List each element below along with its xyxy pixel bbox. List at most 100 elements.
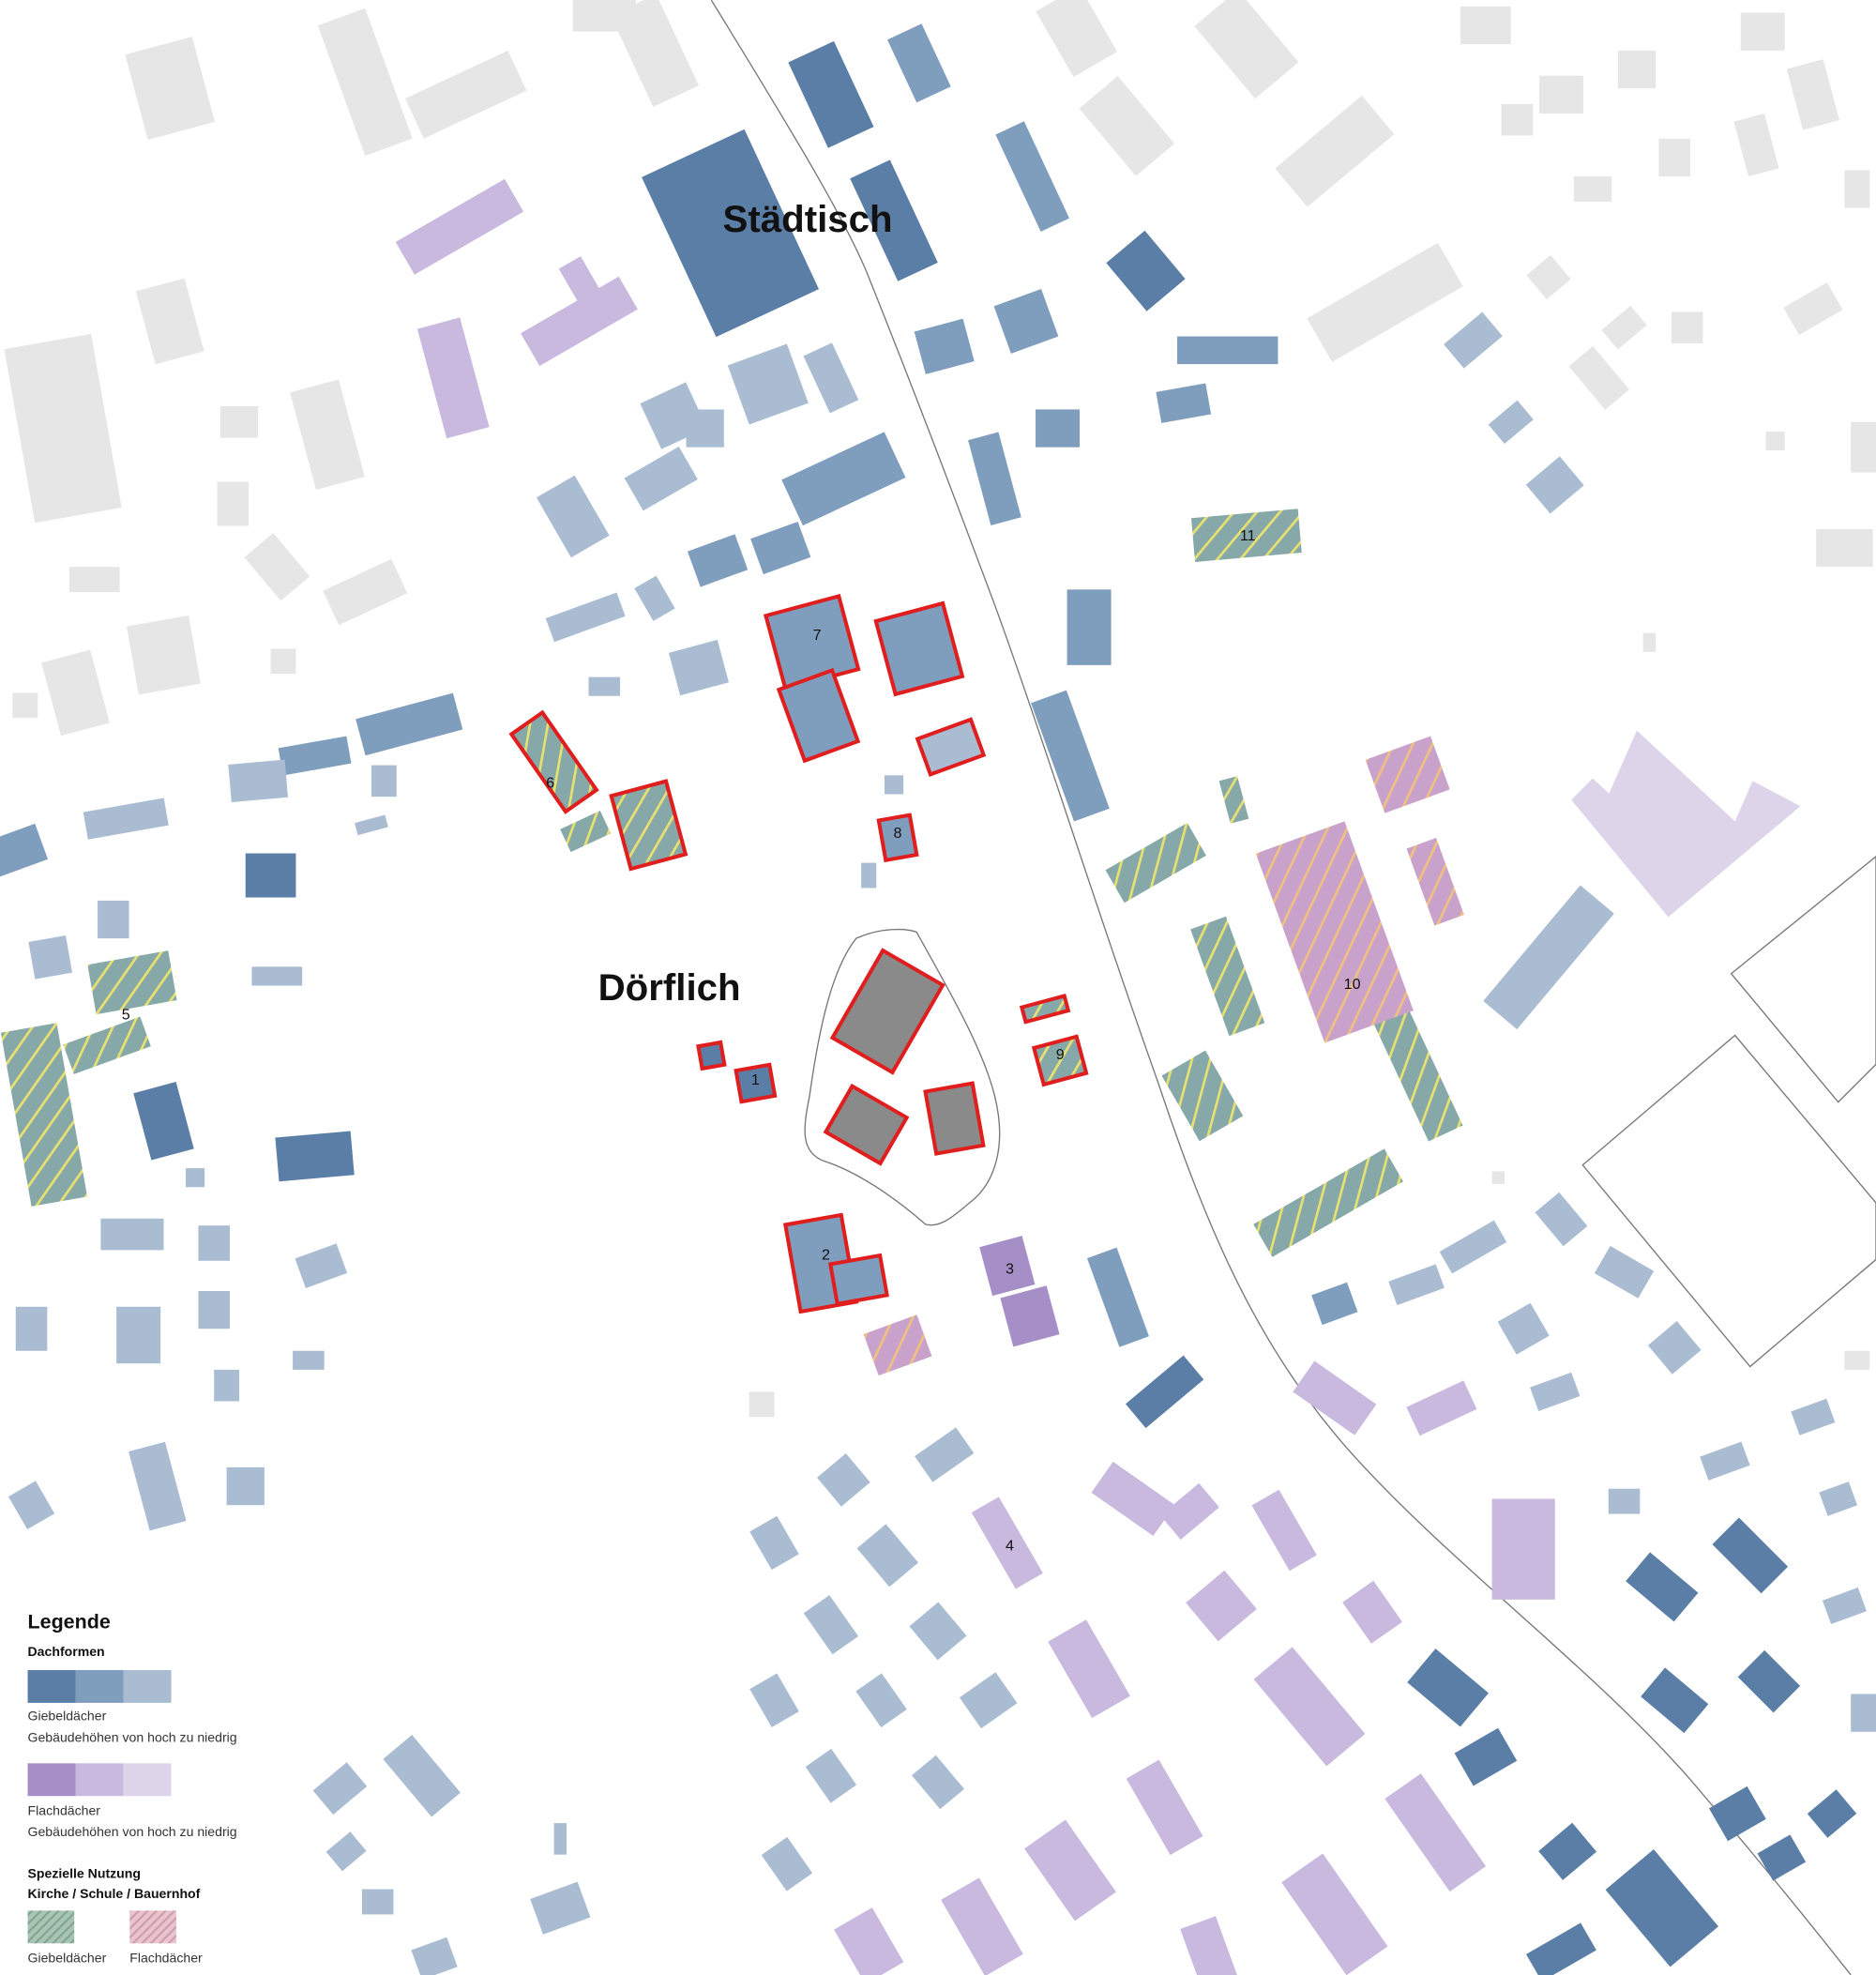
building: [63, 1016, 151, 1074]
building: [1538, 1822, 1597, 1880]
building: [1617, 50, 1657, 89]
building: [909, 1602, 967, 1661]
building-number: 5: [122, 1006, 130, 1023]
building: [1031, 690, 1110, 822]
legend-special-flat-label: Flachdächer: [129, 1950, 203, 1965]
building: [41, 649, 110, 737]
building: [863, 1314, 932, 1376]
building: [1186, 1570, 1257, 1642]
building: [1253, 1148, 1403, 1257]
building-number: 9: [1056, 1046, 1065, 1063]
building: [356, 692, 463, 756]
building: [83, 798, 169, 840]
building: [1275, 95, 1395, 207]
building: [312, 1762, 368, 1815]
legend-title: Legende: [28, 1611, 111, 1633]
building: [1700, 1441, 1750, 1481]
parcel-outlines: [804, 856, 1876, 1368]
building: [383, 1734, 461, 1817]
building: [1647, 1321, 1702, 1375]
building: [1067, 589, 1112, 665]
building: [1525, 1922, 1596, 1975]
legend-flat-label: Flachdächer: [28, 1802, 101, 1817]
legend-section-roofs: Dachformen: [28, 1644, 105, 1659]
building: [856, 1524, 918, 1588]
building: [1024, 1819, 1116, 1922]
building: [1307, 242, 1463, 362]
building: [971, 1496, 1043, 1589]
building: [1036, 409, 1081, 448]
legend-special-gable-label: Giebeldächer: [28, 1950, 107, 1965]
building: [1369, 999, 1463, 1142]
building: [0, 1023, 88, 1207]
building: [1641, 1667, 1709, 1734]
building: [687, 534, 749, 587]
building: [914, 318, 975, 374]
building: [1501, 103, 1534, 136]
building: [634, 575, 675, 621]
building: [1740, 12, 1785, 51]
building: [1535, 1192, 1588, 1247]
building: [1844, 170, 1870, 208]
building: [1712, 1517, 1789, 1594]
parcel-outline: [1730, 856, 1876, 1103]
building: [1161, 1050, 1244, 1142]
building: [803, 342, 859, 414]
building: [521, 276, 638, 367]
building: [834, 1907, 904, 1975]
swatch-flat-high: [27, 1763, 76, 1797]
building-number: 6: [546, 774, 554, 791]
building: [295, 1243, 348, 1288]
building: [8, 1481, 55, 1530]
building: [959, 1672, 1018, 1729]
building: [1851, 421, 1876, 473]
building: [781, 432, 906, 526]
building: [1538, 75, 1583, 114]
swatch-special-flat: [129, 1910, 176, 1944]
building: [1525, 456, 1584, 514]
building: [1388, 1264, 1445, 1306]
building: [1407, 1648, 1490, 1727]
building-number: 7: [813, 627, 822, 644]
building: [325, 1831, 367, 1872]
legend-special-title: Spezielle Nutzung: [28, 1865, 141, 1880]
building: [1671, 311, 1703, 343]
building: [642, 129, 819, 338]
building: [553, 1823, 567, 1855]
building: [1807, 1789, 1857, 1838]
building-large-flat: [1571, 730, 1801, 918]
district-label-urban: Städtisch: [722, 198, 892, 240]
building: [805, 1748, 857, 1803]
building: [198, 1225, 230, 1261]
building: [87, 950, 177, 1015]
building: [968, 432, 1021, 525]
building: [536, 475, 610, 558]
building: [1255, 821, 1414, 1043]
building: [214, 1369, 240, 1402]
building: [185, 1168, 205, 1188]
legend-gable-label: Giebeldächer: [28, 1709, 107, 1724]
building: [941, 1877, 1023, 1975]
building: [1642, 632, 1657, 652]
building: [1460, 6, 1511, 45]
building: [4, 333, 122, 524]
building: [404, 51, 527, 139]
building: [545, 592, 626, 643]
building: [1036, 0, 1118, 78]
building: [1105, 823, 1206, 904]
building: [1091, 1461, 1175, 1537]
building: [1190, 916, 1265, 1037]
building: [290, 379, 365, 491]
building: [1177, 336, 1278, 365]
building: [100, 1218, 164, 1251]
building: [1491, 1498, 1555, 1600]
building: [1125, 1355, 1204, 1429]
building: [1573, 176, 1612, 202]
building: [761, 1836, 813, 1891]
swatch-gable-mid: [75, 1670, 124, 1703]
building-highlighted: [915, 717, 987, 777]
building: [1626, 1552, 1699, 1622]
building: [1194, 0, 1299, 99]
building: [816, 1452, 870, 1507]
building-highlighted: [1019, 993, 1071, 1025]
